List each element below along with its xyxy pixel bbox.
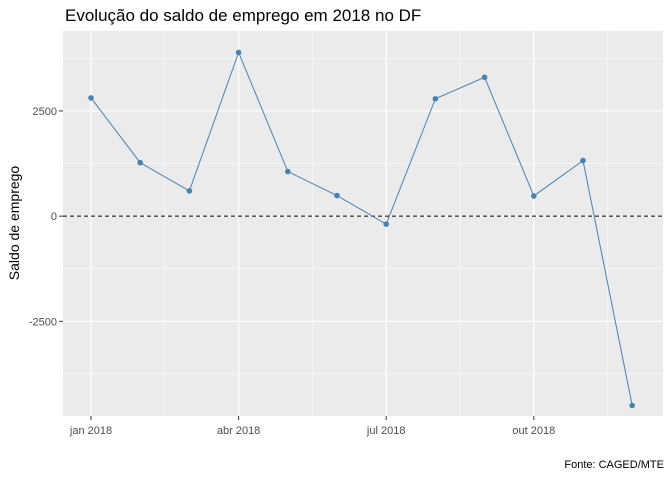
series-path [90, 51, 633, 406]
data-point-2018-05 [285, 168, 291, 175]
data-point-2018-07 [383, 221, 390, 227]
plot-panel [63, 31, 663, 416]
data-point-2018-04 [235, 49, 242, 56]
data-point-2018-02 [137, 159, 143, 166]
y-tick-label: 0 [51, 211, 57, 223]
series-line [90, 51, 633, 406]
y-axis-title: Saldo de emprego [6, 166, 22, 281]
data-point-2018-09 [481, 74, 488, 81]
data-point-2018-12 [629, 402, 635, 409]
data-point-2018-03 [186, 188, 193, 194]
source-caption: Fonte: CAGED/MTE [564, 459, 664, 471]
series-points [88, 49, 635, 409]
data-point-2018-10 [531, 193, 537, 199]
data-point-2018-01 [88, 95, 94, 101]
data-point-2018-08 [432, 95, 439, 102]
x-tick-label: out 2018 [512, 425, 555, 437]
x-axis-ticks: jan 2018 abr 2018 jul 2018 out 2018 [69, 416, 555, 437]
y-tick-label: -2500 [29, 316, 57, 328]
data-point-2018-06 [334, 192, 340, 199]
x-tick-label: jan 2018 [69, 425, 112, 437]
data-point-2018-11 [580, 157, 586, 164]
x-tick-label: abr 2018 [217, 425, 260, 437]
y-axis-ticks: -2500 0 2500 [29, 106, 63, 328]
chart-title: Evolução do saldo de emprego em 2018 no … [65, 6, 422, 25]
grid-minor [63, 31, 663, 416]
y-tick-label: 2500 [33, 106, 57, 118]
x-tick-label: jul 2018 [366, 425, 406, 437]
